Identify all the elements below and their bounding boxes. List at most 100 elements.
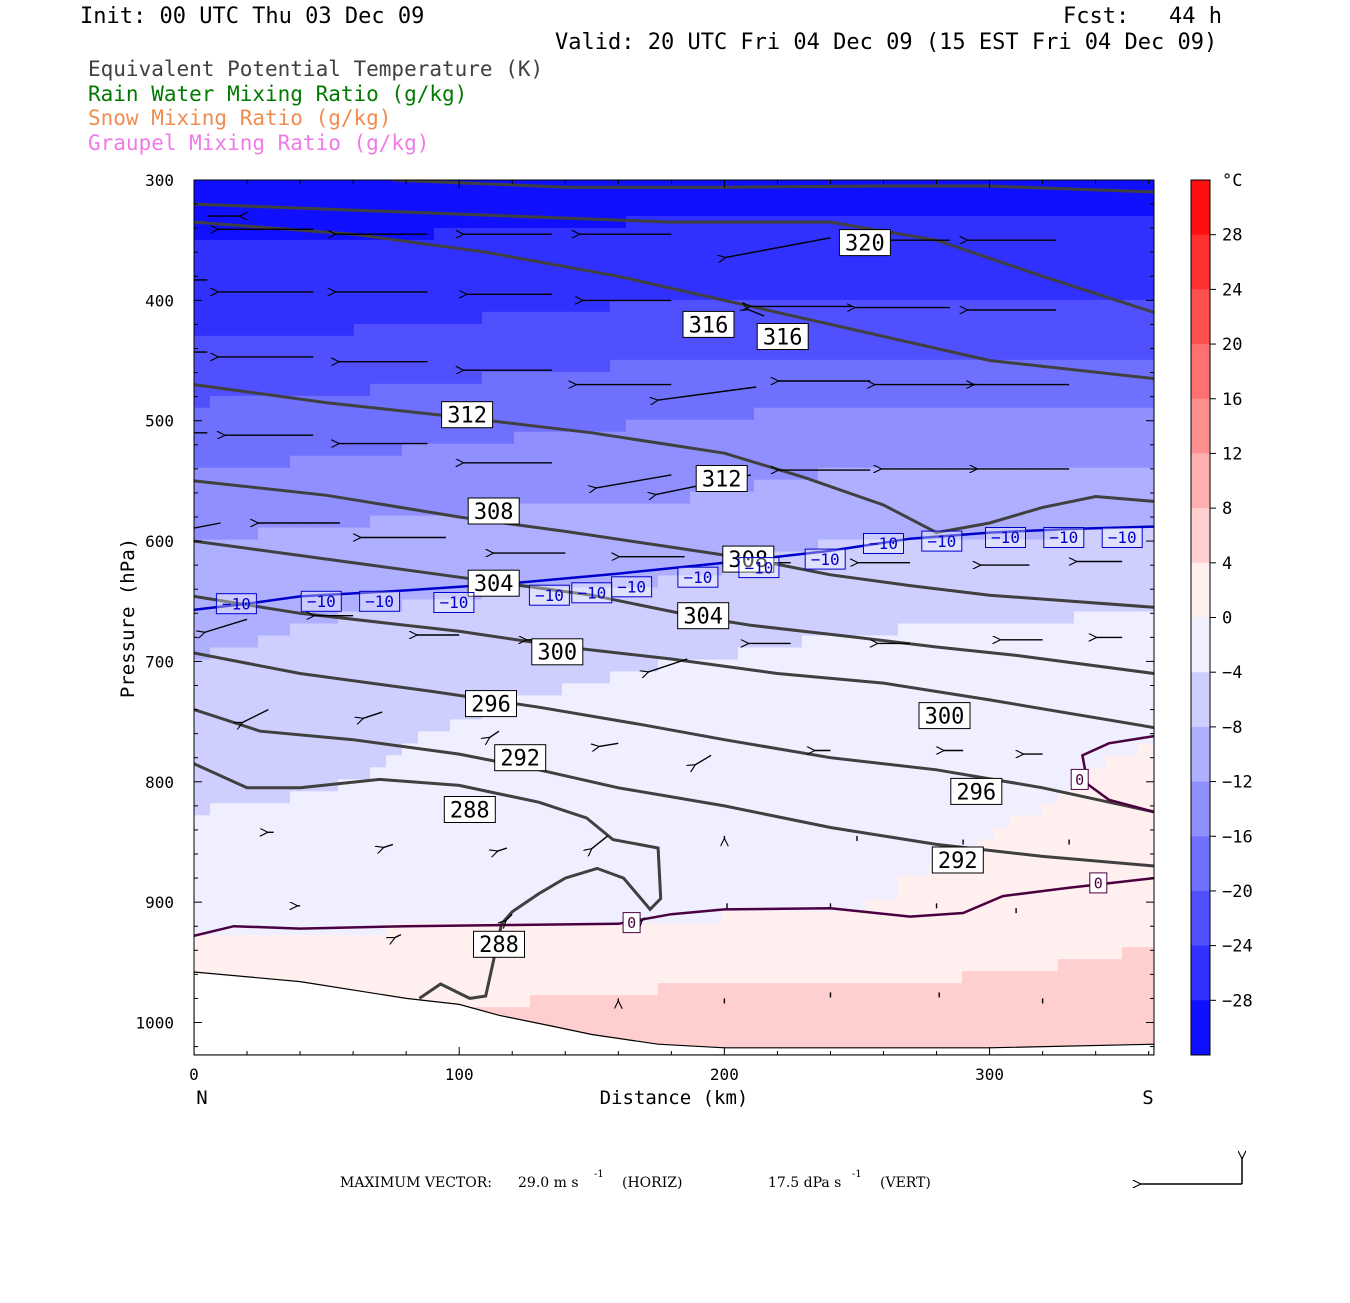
field-cell (1106, 527, 1123, 541)
field-cell (530, 599, 547, 613)
field-cell (258, 587, 275, 601)
field-cell (594, 623, 611, 637)
field-cell (738, 851, 755, 864)
field-cell (610, 515, 627, 529)
field-cell (210, 851, 227, 864)
field-cell (578, 719, 595, 732)
field-cell (882, 515, 899, 529)
x-tick-label: 0 (189, 1065, 199, 1084)
field-cell (978, 275, 995, 289)
field-cell (530, 395, 547, 409)
field-cell (1058, 983, 1075, 996)
field-cell (978, 707, 995, 720)
field-cell (514, 803, 531, 816)
field-cell (738, 959, 755, 972)
field-cell (962, 227, 979, 241)
field-cell (242, 923, 259, 936)
field-cell (450, 911, 467, 924)
field-cell (1042, 1019, 1059, 1032)
field-cell (1010, 1031, 1027, 1044)
field-cell (546, 299, 563, 313)
field-cell (514, 1007, 531, 1020)
field-cell (402, 935, 419, 948)
theta-e-label: 304 (474, 572, 514, 597)
field-cell (1026, 959, 1043, 972)
field-cell (1074, 263, 1091, 277)
field-cell (370, 839, 387, 852)
field-cell (1122, 779, 1139, 792)
field-cell (914, 623, 931, 637)
field-cell (818, 323, 835, 337)
field-cell (1090, 383, 1107, 397)
field-cell (962, 539, 979, 553)
field-cell (210, 911, 227, 924)
field-cell (1122, 467, 1139, 481)
field-cell (722, 647, 739, 661)
field-cell (770, 611, 787, 625)
field-cell (834, 527, 851, 541)
field-cell (834, 947, 851, 960)
field-cell (898, 371, 915, 385)
field-cell (290, 299, 307, 313)
field-cell (338, 623, 355, 637)
field-cell (402, 287, 419, 301)
field-cell (962, 1031, 979, 1044)
field-cell (498, 239, 515, 253)
field-cell (562, 827, 579, 840)
field-cell (866, 695, 883, 708)
field-cell (1106, 467, 1123, 481)
field-cell (354, 767, 371, 780)
field-cell (306, 683, 323, 696)
field-cell (930, 503, 947, 517)
field-cell (1090, 647, 1107, 661)
field-cell (562, 899, 579, 912)
field-cell (258, 311, 275, 325)
field-cell (866, 851, 883, 864)
field-cell (290, 503, 307, 517)
field-cell (290, 263, 307, 277)
field-cell (402, 263, 419, 277)
field-cell (274, 180, 291, 193)
field-cell (1026, 803, 1043, 816)
field-cell (962, 551, 979, 565)
field-cell (706, 539, 723, 553)
field-cell (738, 491, 755, 505)
field-cell (834, 695, 851, 708)
field-cell (354, 971, 371, 984)
field-cell (386, 755, 403, 768)
field-cell (482, 851, 499, 864)
field-cell (354, 503, 371, 517)
field-cell (354, 263, 371, 277)
field-cell (194, 875, 211, 888)
theta-e-contour-308 (194, 479, 1154, 609)
field-cell (738, 767, 755, 780)
field-cell (562, 287, 579, 301)
field-cell (210, 323, 227, 337)
field-cell (242, 467, 259, 481)
field-cell (482, 443, 499, 457)
field-cell (882, 983, 899, 996)
field-cell (530, 551, 547, 565)
field-cell (418, 947, 435, 960)
isotherm-minus10-label-box (1101, 527, 1143, 548)
field-cell (370, 575, 387, 589)
field-cell (930, 659, 947, 673)
field-cell (402, 515, 419, 529)
field-cell (1026, 563, 1043, 577)
field-cell (706, 204, 723, 217)
field-cell (610, 407, 627, 421)
field-cell (354, 515, 371, 529)
field-cell (866, 311, 883, 325)
field-cell (498, 347, 515, 361)
field-cell (290, 383, 307, 397)
field-cell (1122, 192, 1139, 205)
field-cell (706, 503, 723, 517)
field-cell (1138, 623, 1154, 637)
field-cell (546, 551, 563, 565)
field-cell (1042, 791, 1059, 804)
field-cell (1106, 455, 1123, 469)
field-cell (322, 239, 339, 253)
field-cell (786, 431, 803, 445)
field-cell (898, 204, 915, 217)
field-cell (498, 311, 515, 325)
